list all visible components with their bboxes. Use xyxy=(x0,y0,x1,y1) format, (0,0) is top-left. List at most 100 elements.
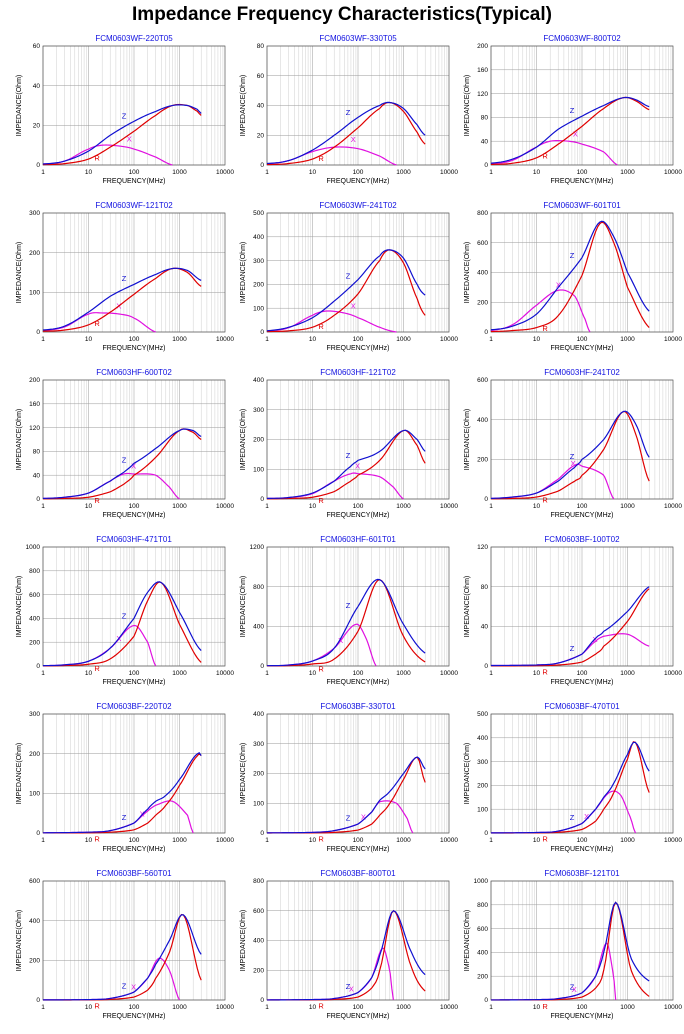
x-tick-label: 1 xyxy=(41,837,45,844)
impedance-chart: FCM0603BF-220T02 0 100 200 300 1 10 100 1000 1000… xyxy=(16,702,234,853)
impedance-chart: FCM0603WF-241T02 0 100 200 300 400 500 1 10 100 10… xyxy=(240,201,458,352)
y-tick-label: 100 xyxy=(29,290,40,297)
impedance-chart: FCM0603HF-121T02 0 100 200 300 400 1 10 100 1000 1… xyxy=(240,368,458,519)
x-tick-label: 10 xyxy=(533,503,541,510)
impedance-chart: FCM0603WF-800T02 0 40 80 120 160 200 1 10 100 1000… xyxy=(464,34,682,185)
series-line-z xyxy=(266,249,426,332)
series-label-r: R xyxy=(318,835,324,844)
gridlines xyxy=(266,379,449,500)
x-tick-label: 1000 xyxy=(172,169,187,176)
x-tick-label: 1000 xyxy=(172,1004,187,1011)
y-tick-label: 0 xyxy=(484,496,488,503)
x-tick-label: 1 xyxy=(41,670,45,677)
y-tick-label: 800 xyxy=(253,878,264,885)
series-label-z: Z xyxy=(346,108,351,117)
x-tick-label: 1000 xyxy=(396,169,411,176)
y-tick-label: 100 xyxy=(253,305,264,312)
series-line-x xyxy=(490,463,615,500)
series-label-z: Z xyxy=(570,452,575,461)
y-tick-label: 120 xyxy=(477,91,488,98)
x-tick-label: 10000 xyxy=(664,336,682,343)
x-axis-label: FREQUENCY(MHz) xyxy=(551,846,614,853)
y-tick-label: 200 xyxy=(29,639,40,646)
y-tick-label: 0 xyxy=(484,162,488,169)
chart-title: FCM0603WF-800T02 xyxy=(543,34,621,43)
y-tick-label: 400 xyxy=(29,918,40,925)
series-label-z: Z xyxy=(346,982,351,991)
series-label-x: X xyxy=(556,281,561,290)
impedance-chart: FCM0603BF-330T01 0 100 200 300 400 1 10 100 1000 1… xyxy=(240,702,458,853)
series-line-r xyxy=(490,221,650,333)
y-axis-label: IMPEDANCE(Ohm) xyxy=(464,743,471,804)
y-axis-label: IMPEDANCE(Ohm) xyxy=(16,75,23,136)
x-tick-label: 10000 xyxy=(664,837,682,844)
x-tick-label: 100 xyxy=(577,670,588,677)
y-tick-label: 800 xyxy=(477,210,488,217)
chart-panel: FCM0603WF-330T05 0 20 40 60 80 1 10 100 1000 10000… xyxy=(224,32,458,199)
x-tick-label: 1000 xyxy=(620,1004,635,1011)
x-tick-label: 10 xyxy=(309,837,317,844)
chart-title: FCM0603HF-471T01 xyxy=(96,535,172,544)
series-label-x: X xyxy=(351,302,356,311)
y-tick-label: 200 xyxy=(253,437,264,444)
y-tick-label: 200 xyxy=(253,967,264,974)
y-axis-label: IMPEDANCE(Ohm) xyxy=(240,409,247,470)
series-label-z: Z xyxy=(122,111,127,120)
series-label-r: R xyxy=(542,835,548,844)
x-tick-label: 1000 xyxy=(396,503,411,510)
y-tick-label: 1000 xyxy=(26,544,41,551)
series-line-z xyxy=(42,428,202,500)
chart-panel: FCM0603BF-470T01 0 100 200 300 400 500 1 10 100 10… xyxy=(448,700,682,867)
y-tick-label: 600 xyxy=(253,908,264,915)
chart-panel: FCM0603BF-100T02 0 40 80 120 1 10 100 1000 10000 F… xyxy=(448,533,682,700)
chart-panel: FCM0603HF-241T02 0 200 400 600 1 10 100 1000 1000… xyxy=(448,366,682,533)
x-tick-label: 10 xyxy=(533,1004,541,1011)
y-tick-label: 400 xyxy=(253,938,264,945)
x-tick-label: 10000 xyxy=(664,1004,682,1011)
chart-panel: FCM0603BF-560T01 0 200 400 600 1 10 100 1000 1000… xyxy=(0,867,234,1034)
y-tick-label: 20 xyxy=(257,132,265,139)
x-tick-label: 1000 xyxy=(172,503,187,510)
x-tick-label: 1000 xyxy=(620,670,635,677)
series-line-z xyxy=(266,756,426,834)
y-axis-label: IMPEDANCE(Ohm) xyxy=(16,576,23,637)
chart-title: FCM0603HF-121T02 xyxy=(320,368,396,377)
y-tick-label: 0 xyxy=(36,496,40,503)
x-tick-label: 100 xyxy=(129,503,140,510)
y-tick-label: 20 xyxy=(33,123,41,130)
y-tick-label: 100 xyxy=(253,800,264,807)
x-tick-label: 10000 xyxy=(440,670,458,677)
y-axis-label: IMPEDANCE(Ohm) xyxy=(464,242,471,303)
x-tick-label: 10 xyxy=(533,169,541,176)
impedance-chart: FCM0603WF-601T01 0 200 400 600 800 1 10 100 1000 1… xyxy=(464,201,682,352)
series-label-r: R xyxy=(94,1002,100,1011)
y-tick-label: 0 xyxy=(36,162,40,169)
y-tick-label: 200 xyxy=(29,751,40,758)
series-label-z: Z xyxy=(346,814,351,823)
series-label-x: X xyxy=(351,135,356,144)
x-tick-label: 1 xyxy=(265,169,269,176)
y-tick-label: 200 xyxy=(477,43,488,50)
series-line-r xyxy=(266,101,426,166)
impedance-chart: FCM0603WF-121T02 0 100 200 300 1 10 100 1000 1000… xyxy=(16,201,234,352)
y-tick-label: 400 xyxy=(477,417,488,424)
y-tick-label: 120 xyxy=(477,544,488,551)
y-tick-label: 300 xyxy=(477,759,488,766)
plot-frame xyxy=(42,379,226,500)
series-label-z: Z xyxy=(122,982,127,991)
x-axis-label: FREQUENCY(MHz) xyxy=(551,178,614,185)
y-axis-label: IMPEDANCE(Ohm) xyxy=(240,576,247,637)
x-tick-label: 1000 xyxy=(620,503,635,510)
gridlines xyxy=(266,880,449,1001)
chart-title: FCM0603HF-601T01 xyxy=(320,535,396,544)
y-tick-label: 40 xyxy=(257,103,265,110)
x-tick-label: 100 xyxy=(353,169,364,176)
x-axis-label: FREQUENCY(MHz) xyxy=(551,1013,614,1020)
y-tick-label: 0 xyxy=(36,997,40,1004)
chart-panel: FCM0603HF-471T01 0 200 400 600 800 1000 1 10 100 1… xyxy=(0,533,234,700)
x-tick-label: 1 xyxy=(489,670,493,677)
series-label-x: X xyxy=(571,459,576,468)
chart-title: FCM0603WF-330T05 xyxy=(319,34,397,43)
series-line-z xyxy=(266,101,426,165)
y-tick-label: 200 xyxy=(29,958,40,965)
